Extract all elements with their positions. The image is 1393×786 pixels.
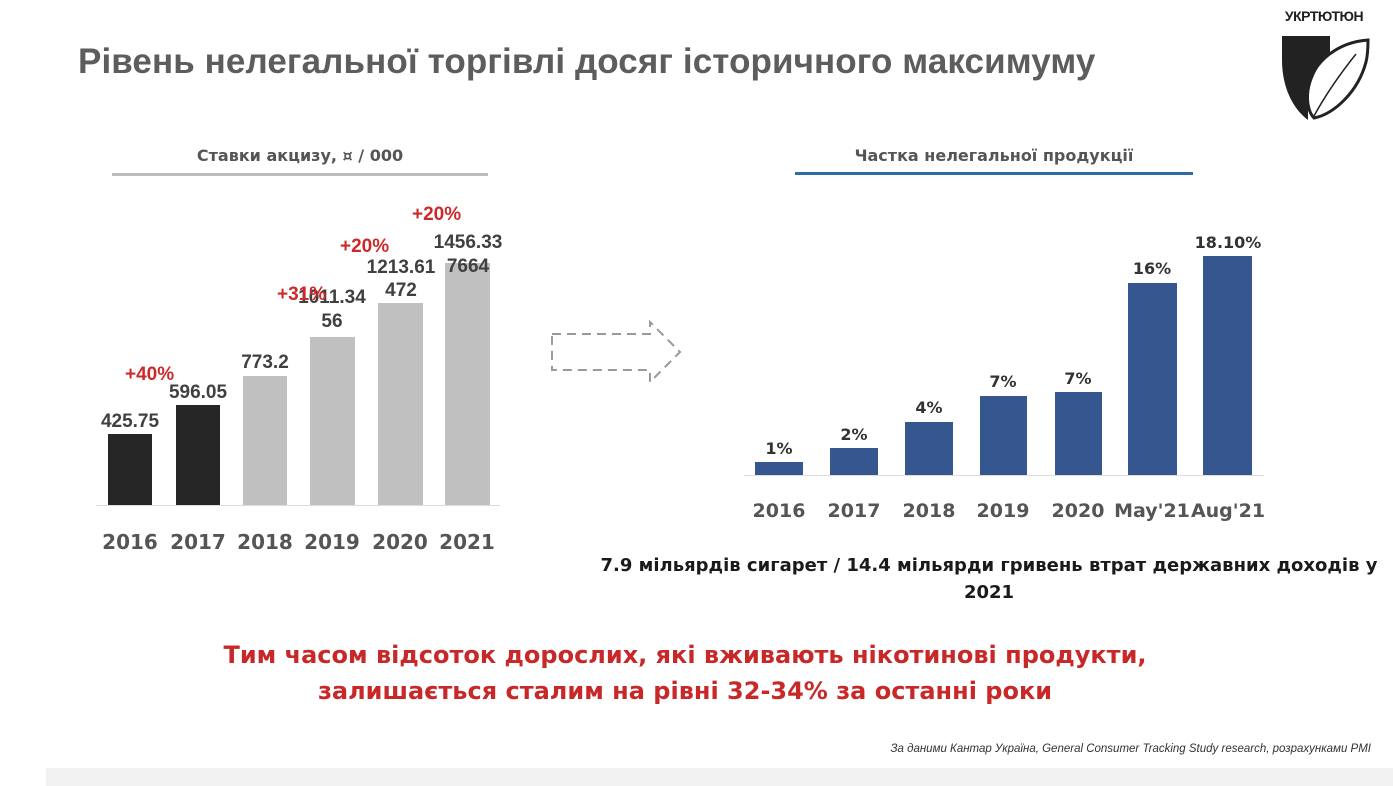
dashed-right-arrow-icon <box>550 319 686 389</box>
x-tick-label: 2016 <box>102 530 158 554</box>
growth-annotation: +31% <box>277 284 327 305</box>
logo-text: УКРТЮТЮН <box>1284 8 1364 24</box>
bar-may21 <box>1128 283 1177 475</box>
value-label-wrap: 7664 <box>446 256 490 277</box>
illegal-share-chart-title: Частка нелегальної продукції <box>854 146 1134 165</box>
value-label: 4% <box>915 398 943 417</box>
growth-annotation: +20% <box>412 204 462 225</box>
revenue-loss-statement: 7.9 мільярдів сигарет / 14.4 мільярди гр… <box>600 555 1378 603</box>
source-citation: За даними Кантар Україна, General Consum… <box>890 743 1371 755</box>
excise-chart-title-underline <box>112 173 488 176</box>
excise-chart-title: Ставки акцизу, ¤ / 000 <box>196 146 404 165</box>
footer-bar <box>46 768 1393 786</box>
value-label: 18.10% <box>1194 233 1262 252</box>
value-label: 16% <box>1132 259 1172 278</box>
bar-2019 <box>310 337 355 505</box>
bar-2018 <box>243 376 287 505</box>
growth-annotation: +40% <box>125 364 175 385</box>
bar-2019 <box>980 396 1027 475</box>
x-tick-label: Aug'21 <box>1190 500 1266 522</box>
value-label: 596.05 <box>168 382 228 403</box>
tobacco-leaf-shield-icon <box>1282 36 1370 120</box>
bar-2017 <box>830 448 878 475</box>
bar-2016 <box>108 434 152 505</box>
bar-2021 <box>445 263 490 505</box>
x-tick-label: 2020 <box>372 530 428 554</box>
bar-aug21 <box>1203 256 1252 475</box>
bar-2018 <box>905 422 953 475</box>
company-logo: УКРТЮТЮН <box>1268 8 1380 120</box>
x-axis-line <box>96 505 500 506</box>
x-tick-label: 2020 <box>1051 500 1105 522</box>
bar-2016 <box>755 462 803 475</box>
value-label-wrap: 56 <box>321 311 343 332</box>
x-tick-label: 2018 <box>237 530 293 554</box>
x-tick-label: 2017 <box>170 530 226 554</box>
x-tick-label: 2019 <box>976 500 1030 522</box>
bar-2020 <box>1055 392 1102 475</box>
x-tick-label: 2021 <box>439 530 495 554</box>
bar-2020 <box>378 303 423 505</box>
bar-2017 <box>176 405 220 505</box>
x-axis-line <box>744 475 1264 476</box>
note-line-2: залишається сталим на рівні 32-34% за ос… <box>317 677 1053 705</box>
value-label: 1213.61 <box>366 257 436 278</box>
slide-title: Рівень нелегальної торгівлі досяг істори… <box>78 42 1096 81</box>
growth-annotation: +20% <box>340 236 390 257</box>
x-tick-label: 2017 <box>827 500 881 522</box>
illegal-share-chart-title-underline <box>795 172 1193 175</box>
note-line-1: Тим часом відсоток дорослих, які вживают… <box>223 641 1147 669</box>
value-label: 425.75 <box>100 411 160 432</box>
x-tick-label: May'21 <box>1114 500 1190 522</box>
value-label: 7% <box>1064 369 1092 388</box>
value-label: 1% <box>765 439 793 458</box>
value-label: 2% <box>840 425 868 444</box>
x-tick-label: 2019 <box>304 530 360 554</box>
value-label: 1011.34 <box>298 287 366 308</box>
x-tick-label: 2016 <box>752 500 806 522</box>
nicotine-usage-note: Тим часом відсоток дорослих, які вживают… <box>150 637 1220 709</box>
value-label-wrap: 472 <box>385 280 417 301</box>
value-label: 1456.33 <box>433 232 503 253</box>
value-label: 773.2 <box>241 352 289 373</box>
x-tick-label: 2018 <box>902 500 956 522</box>
value-label: 7% <box>989 372 1017 391</box>
